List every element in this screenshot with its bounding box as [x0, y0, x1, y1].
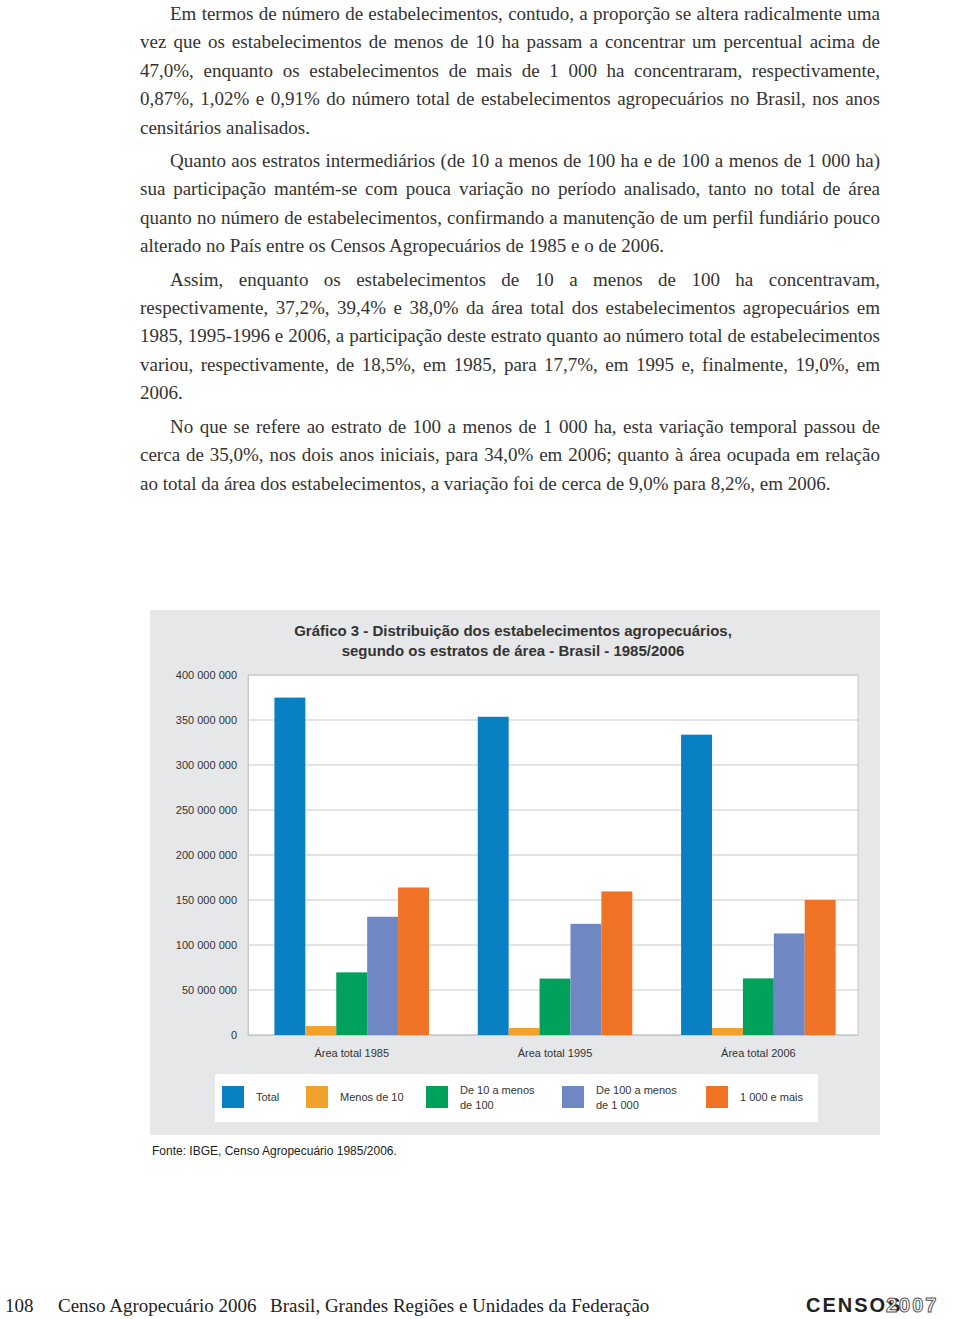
publication: Censo Agropecuário 2006: [58, 1295, 256, 1317]
y-tick-label: 0: [231, 1029, 237, 1041]
y-tick: 400 000 000: [176, 669, 248, 681]
grid-line: [248, 720, 858, 721]
chart: Gráfico 3 - Distribuição dos estabelecim…: [0, 0, 960, 1319]
paragraph: Assim, enquanto os estabelecimentos de 1…: [140, 266, 880, 408]
y-tick: 250 000 000: [176, 804, 248, 816]
x-tick: Área total 1985: [314, 1035, 389, 1059]
bar: [274, 698, 305, 1035]
bar: [478, 717, 509, 1035]
legend-label: Total: [256, 1091, 279, 1103]
y-tick: 350 000 000: [176, 714, 248, 726]
bar: [398, 887, 429, 1035]
bar: [336, 972, 367, 1035]
grid-line: [248, 675, 858, 676]
paragraph: Em termos de número de estabelecimentos,…: [140, 0, 880, 142]
y-tick: 0: [231, 1029, 248, 1041]
grid: [248, 675, 858, 1035]
legend-swatch: [306, 1086, 328, 1108]
bars: [274, 698, 835, 1035]
legend-label: Menos de 10: [340, 1091, 404, 1103]
bar: [540, 979, 571, 1035]
grid-line: [248, 855, 858, 856]
bar: [367, 917, 398, 1035]
y-tick-label: 400 000 000: [176, 669, 237, 681]
legend-swatch: [426, 1086, 448, 1108]
grid-line: [248, 900, 858, 901]
chart-source: Fonte: IBGE, Censo Agropecuário 1985/200…: [152, 1144, 397, 1158]
x-tick-label: Área total 1985: [314, 1047, 389, 1059]
y-tick-label: 200 000 000: [176, 849, 237, 861]
bar: [743, 978, 774, 1035]
body-text: Em termos de número de estabelecimentos,…: [140, 0, 880, 503]
y-tick-label: 50 000 000: [182, 984, 237, 996]
y-tick: 50 000 000: [182, 984, 248, 996]
page-number: 108: [5, 1295, 34, 1317]
x-tick-label: Área total 2006: [721, 1047, 796, 1059]
legend-label: 1 000 e mais: [740, 1091, 803, 1103]
y-axis-line: [248, 676, 249, 1036]
logo-year: 2007: [886, 1294, 939, 1317]
y-tick: 150 000 000: [176, 894, 248, 906]
chart-title: Gráfico 3 - Distribuição dos estabelecim…: [294, 622, 732, 659]
publication-subtitle: Brasil, Grandes Regiões e Unidades da Fe…: [270, 1295, 649, 1317]
y-tick-label: 300 000 000: [176, 759, 237, 771]
grid-line: [248, 945, 858, 946]
grid-line: [248, 810, 858, 811]
y-tick-label: 150 000 000: [176, 894, 237, 906]
legend-label: De 10 a menosde 100: [460, 1084, 535, 1111]
y-axis: 0 50 000 000 100 000 000 150 000 000 200 000…: [176, 669, 249, 1041]
legend-label: De 100 a menosde 1 000: [596, 1084, 677, 1111]
y-tick-label: 250 000 000: [176, 804, 237, 816]
page-footer: 108 Censo Agropecuário 2006 Brasil, Grande…: [0, 1292, 960, 1319]
plot-area: [248, 675, 858, 1035]
x-tick-label: Área total 1995: [518, 1047, 593, 1059]
legend-swatch: [706, 1086, 728, 1108]
bar: [570, 924, 601, 1035]
bar: [509, 1028, 540, 1035]
bar: [601, 891, 632, 1035]
x-tick: Área total 2006: [721, 1035, 796, 1059]
x-tick: Área total 1995: [518, 1035, 593, 1059]
grid-line: [248, 765, 858, 766]
legend-swatch: [562, 1086, 584, 1108]
y-tick: 200 000 000: [176, 849, 248, 861]
bar: [774, 933, 805, 1035]
y-tick: 100 000 000: [176, 939, 248, 951]
x-axis-line: [249, 1035, 859, 1036]
y-tick: 300 000 000: [176, 759, 248, 771]
legend-box: [215, 1074, 818, 1122]
chart-background: [150, 610, 880, 1135]
bar: [712, 1028, 743, 1035]
x-axis: Área total 1985 Área total 1995 Área total…: [249, 1035, 859, 1059]
legend-swatch: [222, 1086, 244, 1108]
y-tick-label: 350 000 000: [176, 714, 237, 726]
paragraph: Quanto aos estratos intermediários (de 1…: [140, 147, 880, 261]
y-tick-label: 100 000 000: [176, 939, 237, 951]
bar: [681, 735, 712, 1035]
bar: [805, 900, 836, 1035]
legend: Total Menos de 10 De 10 a menosde 100 De 10…: [215, 1074, 818, 1122]
paragraph: No que se refere ao estrato de 100 a men…: [140, 413, 880, 498]
bar: [305, 1026, 336, 1035]
